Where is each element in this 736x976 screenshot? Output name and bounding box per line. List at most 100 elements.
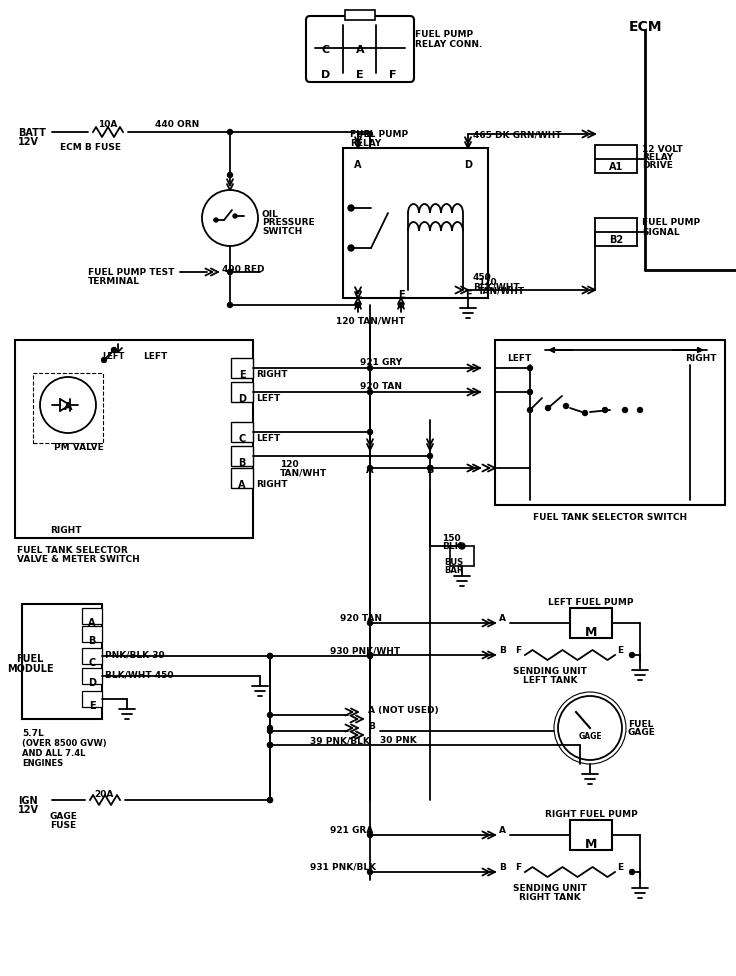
Text: SWITCH: SWITCH — [262, 227, 302, 236]
Text: M: M — [585, 838, 597, 851]
Text: SENDING UNIT: SENDING UNIT — [513, 884, 587, 893]
Circle shape — [528, 389, 533, 394]
FancyBboxPatch shape — [306, 16, 414, 82]
Circle shape — [528, 365, 533, 371]
Circle shape — [348, 245, 354, 251]
Text: BLK/WHT 450: BLK/WHT 450 — [105, 670, 174, 679]
Circle shape — [564, 403, 568, 409]
Text: 931 PNK/BLK: 931 PNK/BLK — [310, 863, 376, 872]
Text: RELAY CONN.: RELAY CONN. — [415, 40, 482, 49]
Text: E: E — [88, 701, 96, 711]
Text: PRESSURE: PRESSURE — [262, 218, 314, 227]
Text: E: E — [356, 70, 364, 80]
Circle shape — [367, 833, 372, 837]
Bar — [570, 608, 612, 638]
Bar — [231, 358, 253, 378]
Text: ECM B FUSE: ECM B FUSE — [60, 143, 121, 152]
Bar — [570, 820, 612, 850]
Circle shape — [623, 408, 628, 413]
Circle shape — [367, 132, 372, 137]
Circle shape — [367, 654, 372, 659]
Circle shape — [367, 365, 372, 371]
Text: A: A — [355, 45, 364, 55]
Text: 20A: 20A — [94, 790, 113, 799]
Text: D: D — [322, 70, 330, 80]
Text: IGN: IGN — [18, 796, 38, 806]
Circle shape — [111, 347, 116, 352]
Text: FUEL: FUEL — [628, 720, 654, 729]
Text: (OVER 8500 GVW): (OVER 8500 GVW) — [22, 739, 107, 748]
Circle shape — [603, 408, 607, 413]
Text: AND ALL 7.4L: AND ALL 7.4L — [22, 749, 85, 758]
Text: LEFT TANK: LEFT TANK — [523, 676, 577, 685]
Text: D: D — [238, 394, 246, 404]
Text: LEFT: LEFT — [143, 352, 167, 361]
Text: B: B — [238, 458, 246, 468]
Circle shape — [267, 654, 272, 659]
Bar — [15, 340, 253, 538]
Circle shape — [227, 173, 233, 178]
Text: A1: A1 — [609, 162, 623, 172]
Text: RELAY: RELAY — [642, 153, 673, 162]
Circle shape — [367, 429, 372, 434]
Bar — [231, 382, 253, 402]
Text: C: C — [322, 45, 330, 55]
Text: FUEL PUMP: FUEL PUMP — [642, 218, 700, 227]
Text: SIGNAL: SIGNAL — [642, 228, 679, 237]
Text: A: A — [499, 614, 506, 623]
Text: 39 PNK/BLK: 39 PNK/BLK — [310, 736, 370, 745]
Text: OIL: OIL — [262, 210, 279, 219]
Circle shape — [367, 653, 372, 658]
Circle shape — [227, 303, 233, 307]
Text: 440 ORN: 440 ORN — [155, 120, 199, 129]
Circle shape — [629, 653, 634, 658]
Circle shape — [355, 303, 361, 307]
Circle shape — [233, 214, 237, 218]
Circle shape — [267, 743, 272, 748]
Text: BUS: BUS — [445, 558, 464, 567]
Text: ENGINES: ENGINES — [22, 759, 63, 768]
Circle shape — [348, 205, 354, 211]
Text: 930 PNK/WHT: 930 PNK/WHT — [330, 646, 400, 655]
Text: B: B — [88, 636, 96, 646]
Text: BLK/WHT: BLK/WHT — [473, 282, 520, 291]
Bar — [595, 218, 637, 246]
Text: RIGHT: RIGHT — [256, 370, 288, 379]
Text: F: F — [515, 646, 521, 655]
Text: 920 TAN: 920 TAN — [340, 614, 382, 623]
Circle shape — [267, 797, 272, 802]
Text: RIGHT FUEL PUMP: RIGHT FUEL PUMP — [545, 810, 637, 819]
Bar — [82, 668, 102, 684]
Bar — [345, 10, 375, 20]
Text: C: C — [354, 290, 361, 300]
Text: DRIVE: DRIVE — [642, 161, 673, 170]
Text: B2: B2 — [609, 235, 623, 245]
Text: B: B — [499, 646, 506, 655]
Circle shape — [267, 654, 272, 659]
Bar — [82, 648, 102, 664]
Text: 150: 150 — [442, 534, 461, 543]
Circle shape — [267, 797, 272, 802]
Circle shape — [367, 389, 372, 394]
Text: 120: 120 — [280, 460, 299, 469]
Text: RIGHT: RIGHT — [50, 526, 82, 535]
Bar — [450, 546, 474, 566]
Text: F: F — [464, 290, 471, 300]
Text: 12 VOLT: 12 VOLT — [642, 145, 683, 154]
Text: GAGE: GAGE — [628, 728, 656, 737]
Bar — [82, 608, 102, 624]
Circle shape — [459, 543, 465, 549]
Circle shape — [227, 269, 233, 274]
Text: C: C — [238, 434, 246, 444]
Text: 12V: 12V — [18, 137, 39, 147]
Text: RIGHT: RIGHT — [256, 480, 288, 489]
Text: MODULE: MODULE — [7, 664, 53, 674]
Bar — [343, 148, 488, 298]
Text: FUEL PUMP TEST: FUEL PUMP TEST — [88, 268, 174, 277]
Text: ECM: ECM — [629, 20, 662, 34]
Text: D: D — [88, 678, 96, 688]
Circle shape — [227, 130, 233, 135]
Circle shape — [267, 725, 272, 730]
Text: BAR: BAR — [445, 566, 464, 575]
Text: BATT: BATT — [18, 128, 46, 138]
